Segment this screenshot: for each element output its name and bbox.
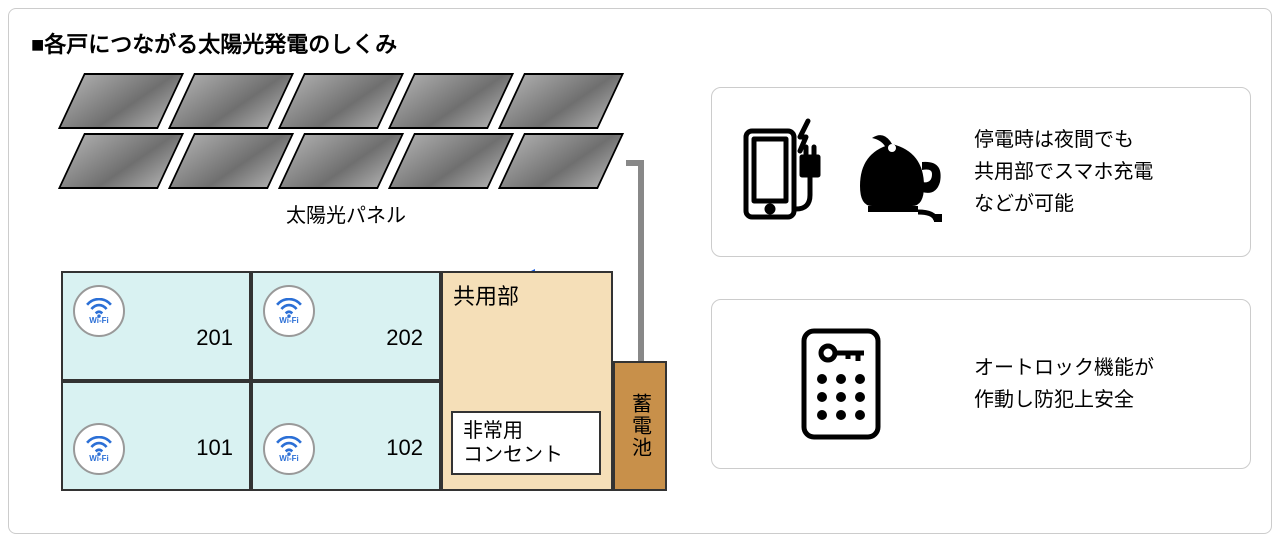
outlet-label-line1: 非常用 [463, 420, 523, 442]
unit-number: 101 [196, 435, 233, 461]
wifi-icon: Wi-Fi [73, 423, 125, 475]
card2-line2: 作動し防犯上安全 [974, 389, 1134, 411]
unit-202: Wi-Fi 202 [251, 271, 441, 381]
phone-charging-icon [738, 117, 834, 227]
solar-panel [498, 133, 624, 189]
solar-panel [168, 133, 294, 189]
autolock-keypad-icon [798, 325, 884, 443]
solar-panel [498, 73, 624, 129]
wifi-text: Wi-Fi [89, 454, 108, 463]
wifi-text: Wi-Fi [279, 316, 298, 325]
shared-area-label: 共用部 [453, 279, 519, 311]
storage-battery: 蓄電池 [613, 361, 667, 491]
wifi-icon: Wi-Fi [73, 285, 125, 337]
solar-panel [388, 73, 514, 129]
wifi-text: Wi-Fi [279, 454, 298, 463]
wifi-text: Wi-Fi [89, 316, 108, 325]
card1-line3: などが可能 [974, 193, 1074, 215]
solar-panel-label: 太陽光パネル [71, 199, 621, 228]
diagram-stage: 太陽光パネル [31, 67, 1249, 515]
unit-101: Wi-Fi 101 [61, 381, 251, 491]
diagram-title: ■各戸につながる太陽光発電のしくみ [31, 27, 1249, 59]
wifi-icon: Wi-Fi [263, 285, 315, 337]
card-icons [738, 325, 944, 443]
card-text: オートロック機能が 作動し防犯上安全 [974, 352, 1154, 416]
unit-201: Wi-Fi 201 [61, 271, 251, 381]
card1-line2: 共用部でスマホ充電 [974, 161, 1153, 183]
unit-number: 201 [196, 325, 233, 351]
solar-panel [58, 133, 184, 189]
solar-panel-array: 太陽光パネル [71, 73, 631, 228]
battery-label: 蓄電池 [626, 393, 655, 459]
diagram-frame: ■各戸につながる太陽光発電のしくみ 太陽光パネル [8, 8, 1272, 534]
info-card-autolock: オートロック機能が 作動し防犯上安全 [711, 299, 1251, 469]
kettle-icon [848, 122, 944, 222]
solar-panel [278, 133, 404, 189]
panel-row [71, 133, 631, 189]
panel-row [71, 73, 631, 129]
unit-102: Wi-Fi 102 [251, 381, 441, 491]
building-grid: 共用部 非常用 コンセント 蓄電池 Wi-Fi 201 [61, 271, 671, 491]
card2-line1: オートロック機能が [974, 357, 1154, 379]
solar-panel [388, 133, 514, 189]
unit-number: 102 [386, 435, 423, 461]
solar-panel [58, 73, 184, 129]
card-text: 停電時は夜間でも 共用部でスマホ充電 などが可能 [974, 124, 1153, 220]
card1-line1: 停電時は夜間でも [974, 129, 1134, 151]
emergency-outlet: 非常用 コンセント [451, 411, 601, 475]
outlet-label-line2: コンセント [463, 444, 563, 466]
info-card-charging: 停電時は夜間でも 共用部でスマホ充電 などが可能 [711, 87, 1251, 257]
solar-panel [278, 73, 404, 129]
unit-number: 202 [386, 325, 423, 351]
wifi-icon: Wi-Fi [263, 423, 315, 475]
card-icons [738, 117, 944, 227]
solar-panel [168, 73, 294, 129]
